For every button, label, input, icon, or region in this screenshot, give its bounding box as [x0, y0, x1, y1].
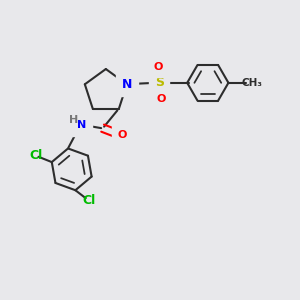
Text: N: N: [122, 78, 132, 91]
Text: O: O: [156, 94, 165, 104]
Text: CH₃: CH₃: [242, 78, 262, 88]
Text: N: N: [77, 120, 87, 130]
Text: S: S: [155, 76, 164, 89]
Text: Cl: Cl: [82, 194, 95, 207]
Text: Cl: Cl: [29, 149, 42, 162]
Text: O: O: [117, 130, 126, 140]
Text: H: H: [69, 115, 79, 125]
Text: O: O: [153, 61, 162, 72]
